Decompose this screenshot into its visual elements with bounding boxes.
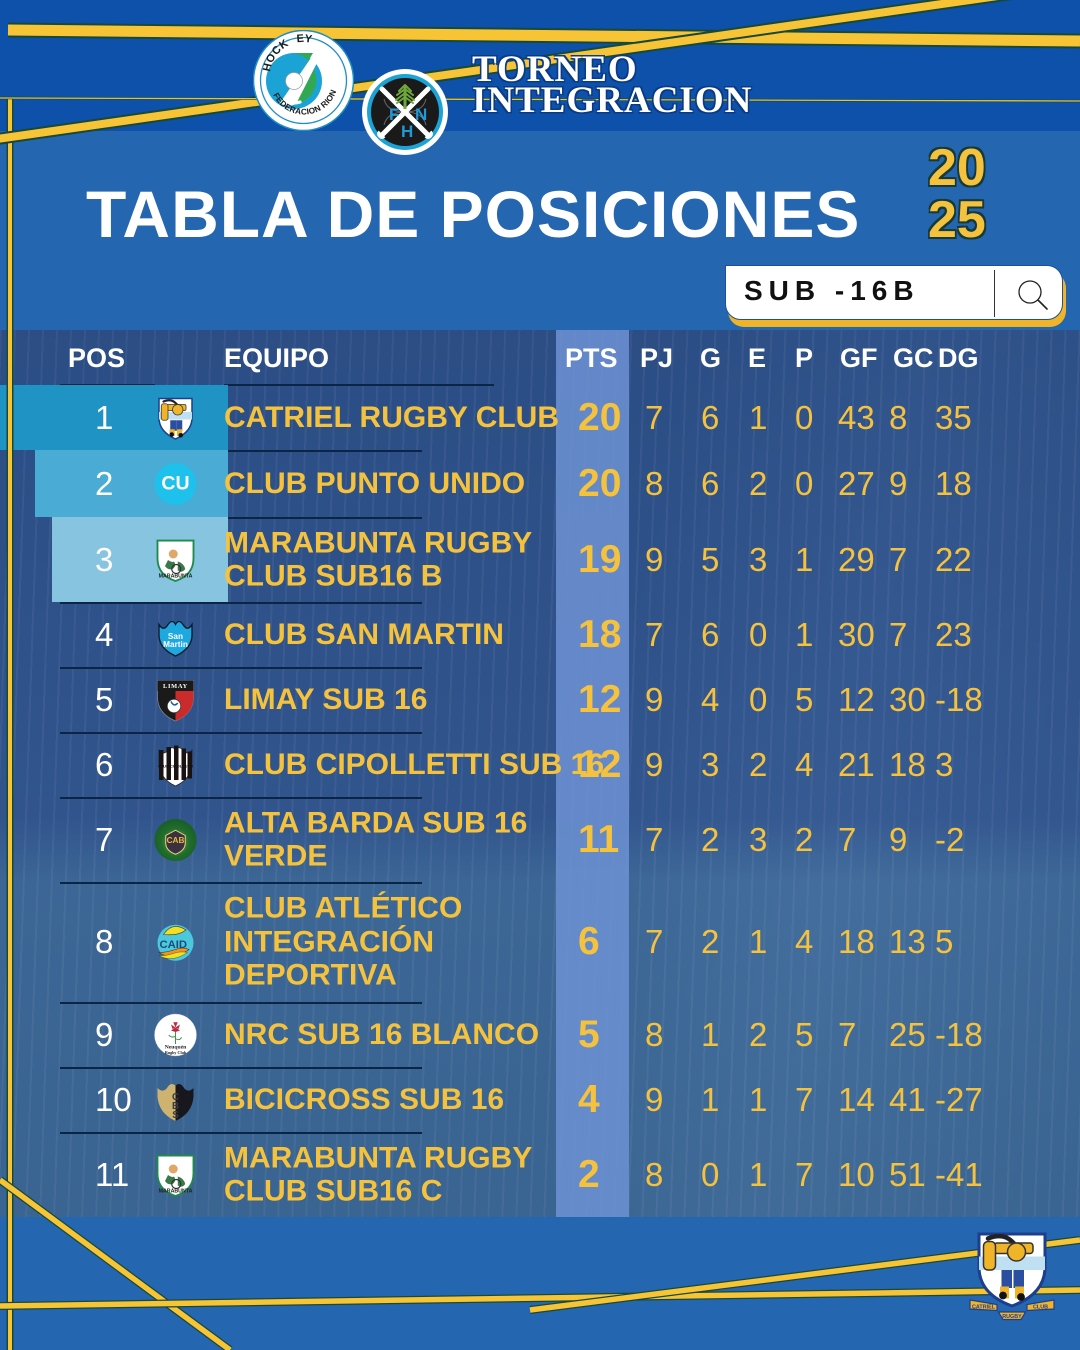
svg-text:RUGBY: RUGBY: [1002, 1314, 1022, 1320]
svg-text:CLUB: CLUB: [1033, 1304, 1048, 1310]
svg-text:H: H: [401, 122, 413, 141]
svg-text:CATRIEL: CATRIEL: [972, 1304, 996, 1310]
svg-text:F: F: [389, 105, 399, 124]
svg-text:N: N: [415, 105, 427, 124]
